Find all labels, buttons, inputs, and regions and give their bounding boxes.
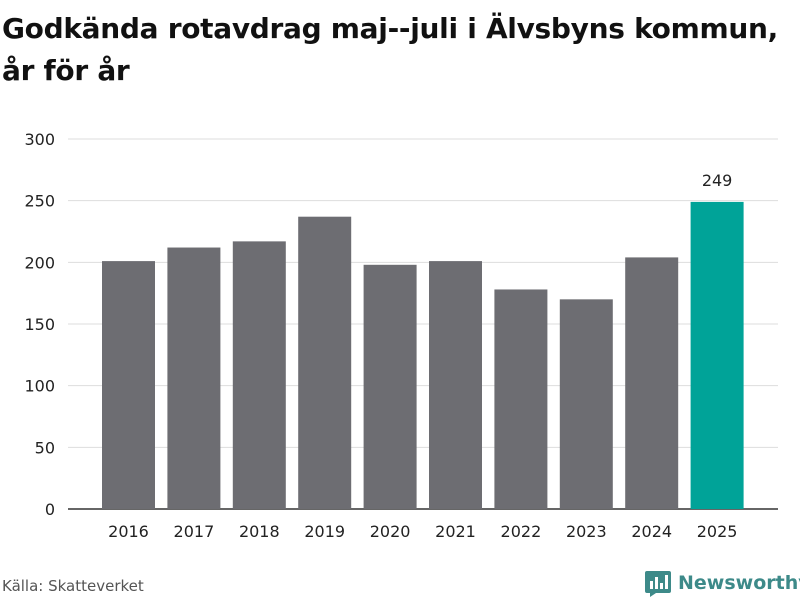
- bar-2023: [559, 299, 613, 509]
- newsworthy-logo-icon: [645, 571, 671, 597]
- y-tick-label: 50: [35, 438, 55, 457]
- bar-2019: [298, 216, 352, 509]
- bar-2018: [232, 241, 286, 509]
- y-tick-label: 250: [24, 192, 55, 211]
- data-label: 249: [702, 171, 733, 190]
- x-tick-label: 2018: [239, 522, 280, 541]
- y-tick-label: 300: [24, 130, 55, 149]
- y-tick-label: 100: [24, 377, 55, 396]
- bar-2022: [494, 289, 548, 509]
- labels: 0 50 100 150 200 250 300 2016 2017 2018 2019 2020 20…: [24, 130, 737, 541]
- y-tick-label: 200: [24, 253, 55, 272]
- x-tick-label: 2020: [370, 522, 411, 541]
- source-note: Källa: Skatteverket: [2, 577, 144, 595]
- bar-2017: [167, 247, 221, 510]
- y-tick-label: 150: [24, 315, 55, 334]
- x-tick-label: 2017: [174, 522, 215, 541]
- brand-logo: Newsworthy: [644, 569, 800, 597]
- bar-2025: [690, 201, 744, 509]
- chart-title: Godkända rotavdrag maj--juli i Älvsbyns …: [2, 12, 778, 87]
- x-tick-label: 2021: [435, 522, 476, 541]
- x-tick-label: 2016: [108, 522, 149, 541]
- x-tick-label: 2023: [566, 522, 607, 541]
- brand-name: Newsworthy: [678, 572, 800, 594]
- bar-2021: [429, 261, 482, 509]
- x-tick-label: 2024: [631, 522, 672, 541]
- x-tick-label: 2022: [501, 522, 542, 541]
- y-tick-label: 0: [45, 500, 55, 519]
- bar-2020: [363, 264, 417, 509]
- bars: [102, 201, 744, 510]
- bar-2016: [102, 261, 155, 509]
- bar-2024: [625, 257, 679, 509]
- x-tick-label: 2019: [304, 522, 345, 541]
- x-tick-label: 2025: [697, 522, 738, 541]
